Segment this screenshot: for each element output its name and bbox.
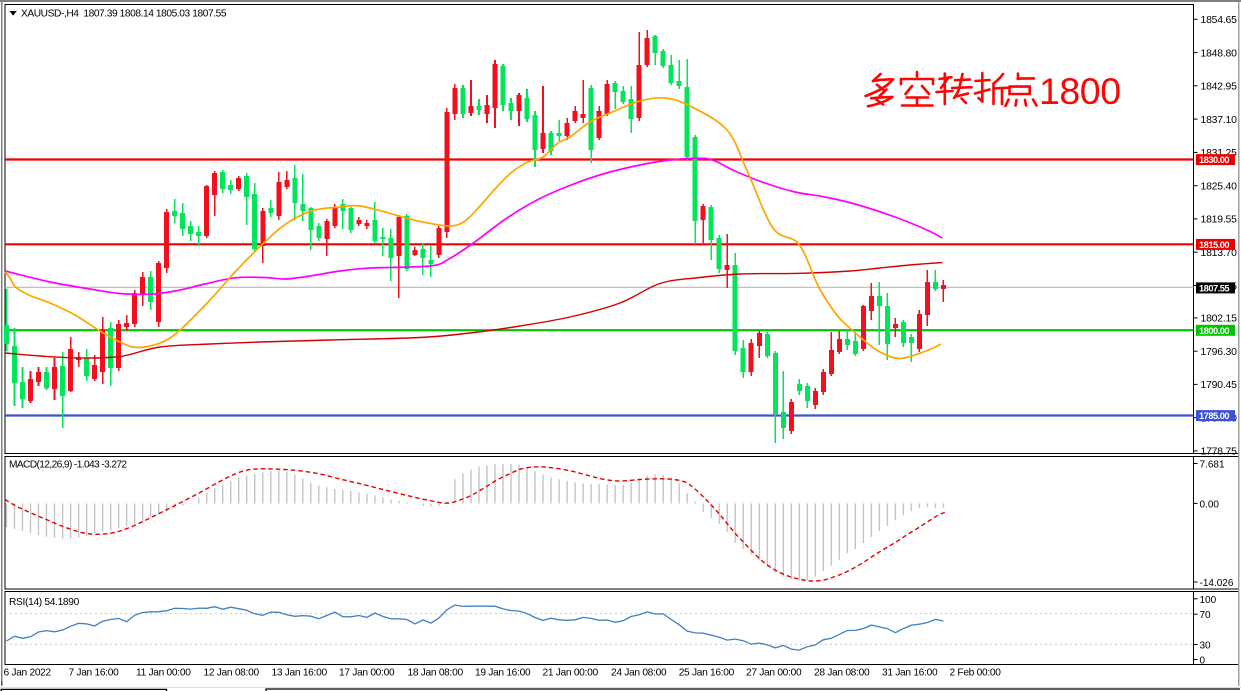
svg-text:2 Feb 00:00: 2 Feb 00:00 bbox=[950, 667, 1002, 678]
svg-text:XAUUSD-,H4 1807.39 1808.14 18: XAUUSD-,H4 1807.39 1808.14 1805.03 1807.… bbox=[21, 9, 227, 20]
svg-text:1854.65: 1854.65 bbox=[1201, 15, 1238, 26]
svg-text:25 Jan 16:00: 25 Jan 16:00 bbox=[679, 667, 735, 678]
svg-text:0.00: 0.00 bbox=[1200, 499, 1220, 510]
svg-text:12 Jan 08:00: 12 Jan 08:00 bbox=[204, 667, 260, 678]
svg-text:30: 30 bbox=[1200, 641, 1212, 652]
svg-text:7.681: 7.681 bbox=[1200, 460, 1225, 471]
svg-text:1848.80: 1848.80 bbox=[1201, 48, 1238, 59]
svg-text:1796.30: 1796.30 bbox=[1201, 347, 1238, 358]
svg-text:1842.95: 1842.95 bbox=[1201, 82, 1238, 93]
svg-text:70: 70 bbox=[1200, 610, 1212, 621]
svg-text:1837.10: 1837.10 bbox=[1201, 115, 1238, 126]
svg-text:MACD(12,26,9) -1.043 -3.272: MACD(12,26,9) -1.043 -3.272 bbox=[9, 460, 127, 471]
svg-text:1800: 1800 bbox=[1039, 70, 1121, 112]
svg-text:1825.40: 1825.40 bbox=[1201, 182, 1238, 193]
svg-text:13 Jan 16:00: 13 Jan 16:00 bbox=[272, 667, 328, 678]
svg-text:7 Jan 16:00: 7 Jan 16:00 bbox=[69, 667, 120, 678]
svg-text:6 Jan 2022: 6 Jan 2022 bbox=[4, 667, 52, 678]
svg-text:1800.00: 1800.00 bbox=[1199, 326, 1229, 336]
svg-text:11 Jan 00:00: 11 Jan 00:00 bbox=[136, 667, 191, 678]
svg-text:1815.00: 1815.00 bbox=[1199, 240, 1229, 250]
svg-text:24 Jan 08:00: 24 Jan 08:00 bbox=[611, 667, 667, 678]
svg-text:RSI(14) 54.1890: RSI(14) 54.1890 bbox=[9, 597, 80, 608]
svg-text:28 Jan 08:00: 28 Jan 08:00 bbox=[814, 667, 870, 678]
svg-text:0: 0 bbox=[1200, 656, 1206, 667]
svg-text:18 Jan 08:00: 18 Jan 08:00 bbox=[408, 667, 464, 678]
svg-text:1819.55: 1819.55 bbox=[1201, 215, 1238, 226]
svg-text:1830.00: 1830.00 bbox=[1199, 155, 1229, 165]
svg-text:17 Jan 00:00: 17 Jan 00:00 bbox=[339, 667, 395, 678]
svg-text:21 Jan 00:00: 21 Jan 00:00 bbox=[543, 667, 599, 678]
svg-text:1785.00: 1785.00 bbox=[1199, 411, 1229, 421]
svg-text:19 Jan 16:00: 19 Jan 16:00 bbox=[475, 667, 531, 678]
svg-text:1802.15: 1802.15 bbox=[1201, 314, 1238, 325]
svg-text:1831.25: 1831.25 bbox=[1201, 148, 1238, 159]
svg-text:100: 100 bbox=[1200, 595, 1217, 606]
svg-text:1790.45: 1790.45 bbox=[1201, 380, 1238, 391]
svg-text:1778.75: 1778.75 bbox=[1201, 447, 1238, 458]
svg-text:31 Jan 16:00: 31 Jan 16:00 bbox=[882, 667, 938, 678]
svg-text:1813.70: 1813.70 bbox=[1201, 248, 1238, 259]
svg-text:-14.026: -14.026 bbox=[1200, 578, 1234, 589]
svg-text:1807.55: 1807.55 bbox=[1199, 283, 1229, 293]
svg-text:27 Jan 00:00: 27 Jan 00:00 bbox=[746, 667, 802, 678]
